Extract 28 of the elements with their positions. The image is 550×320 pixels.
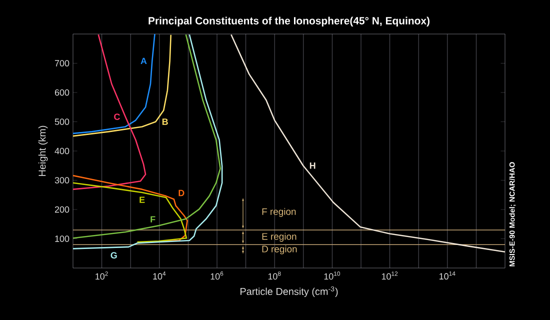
series-label: C xyxy=(114,114,120,120)
chart-title: Principal Constituents of the Ionosphere(45° N, Equinox) xyxy=(148,16,430,27)
y-tick-label: 300 xyxy=(54,177,70,184)
y-axis-title: Height (km) xyxy=(38,126,48,176)
x-tick-label: 10$^{8}$ xyxy=(268,272,281,280)
series-label: G xyxy=(110,252,117,258)
x-tick-label: 10$^{2}$ xyxy=(96,272,108,280)
series-label: F xyxy=(150,216,156,222)
x-tick-label: 10$^{14}$ xyxy=(440,272,456,280)
y-tick-label: 500 xyxy=(54,118,70,125)
annotation: D region xyxy=(262,245,297,254)
y-tick-label: 600 xyxy=(54,89,70,96)
x-tick-label: 10$^{12}$ xyxy=(382,272,398,280)
annotation: F region xyxy=(262,208,296,217)
series-label: A xyxy=(140,58,147,64)
series-label: D xyxy=(178,190,184,196)
y-tick-label: 700 xyxy=(54,60,70,66)
y-tick-label: 400 xyxy=(54,148,70,154)
series-label: E xyxy=(140,196,145,203)
y-tick-label: 200 xyxy=(54,206,70,213)
annotation: E region xyxy=(262,232,296,242)
x-tick-label: 10$^{10}$ xyxy=(324,272,340,280)
x-tick-label: 10$^{6}$ xyxy=(210,272,224,280)
series-label: H xyxy=(310,162,316,169)
series-label: B xyxy=(162,118,168,125)
y-tick-label: 100 xyxy=(55,236,70,242)
x-axis-title: Particle Density (cm$^{-3}$) xyxy=(240,286,338,297)
x-tick-label: 10$^{4}$ xyxy=(153,272,166,280)
